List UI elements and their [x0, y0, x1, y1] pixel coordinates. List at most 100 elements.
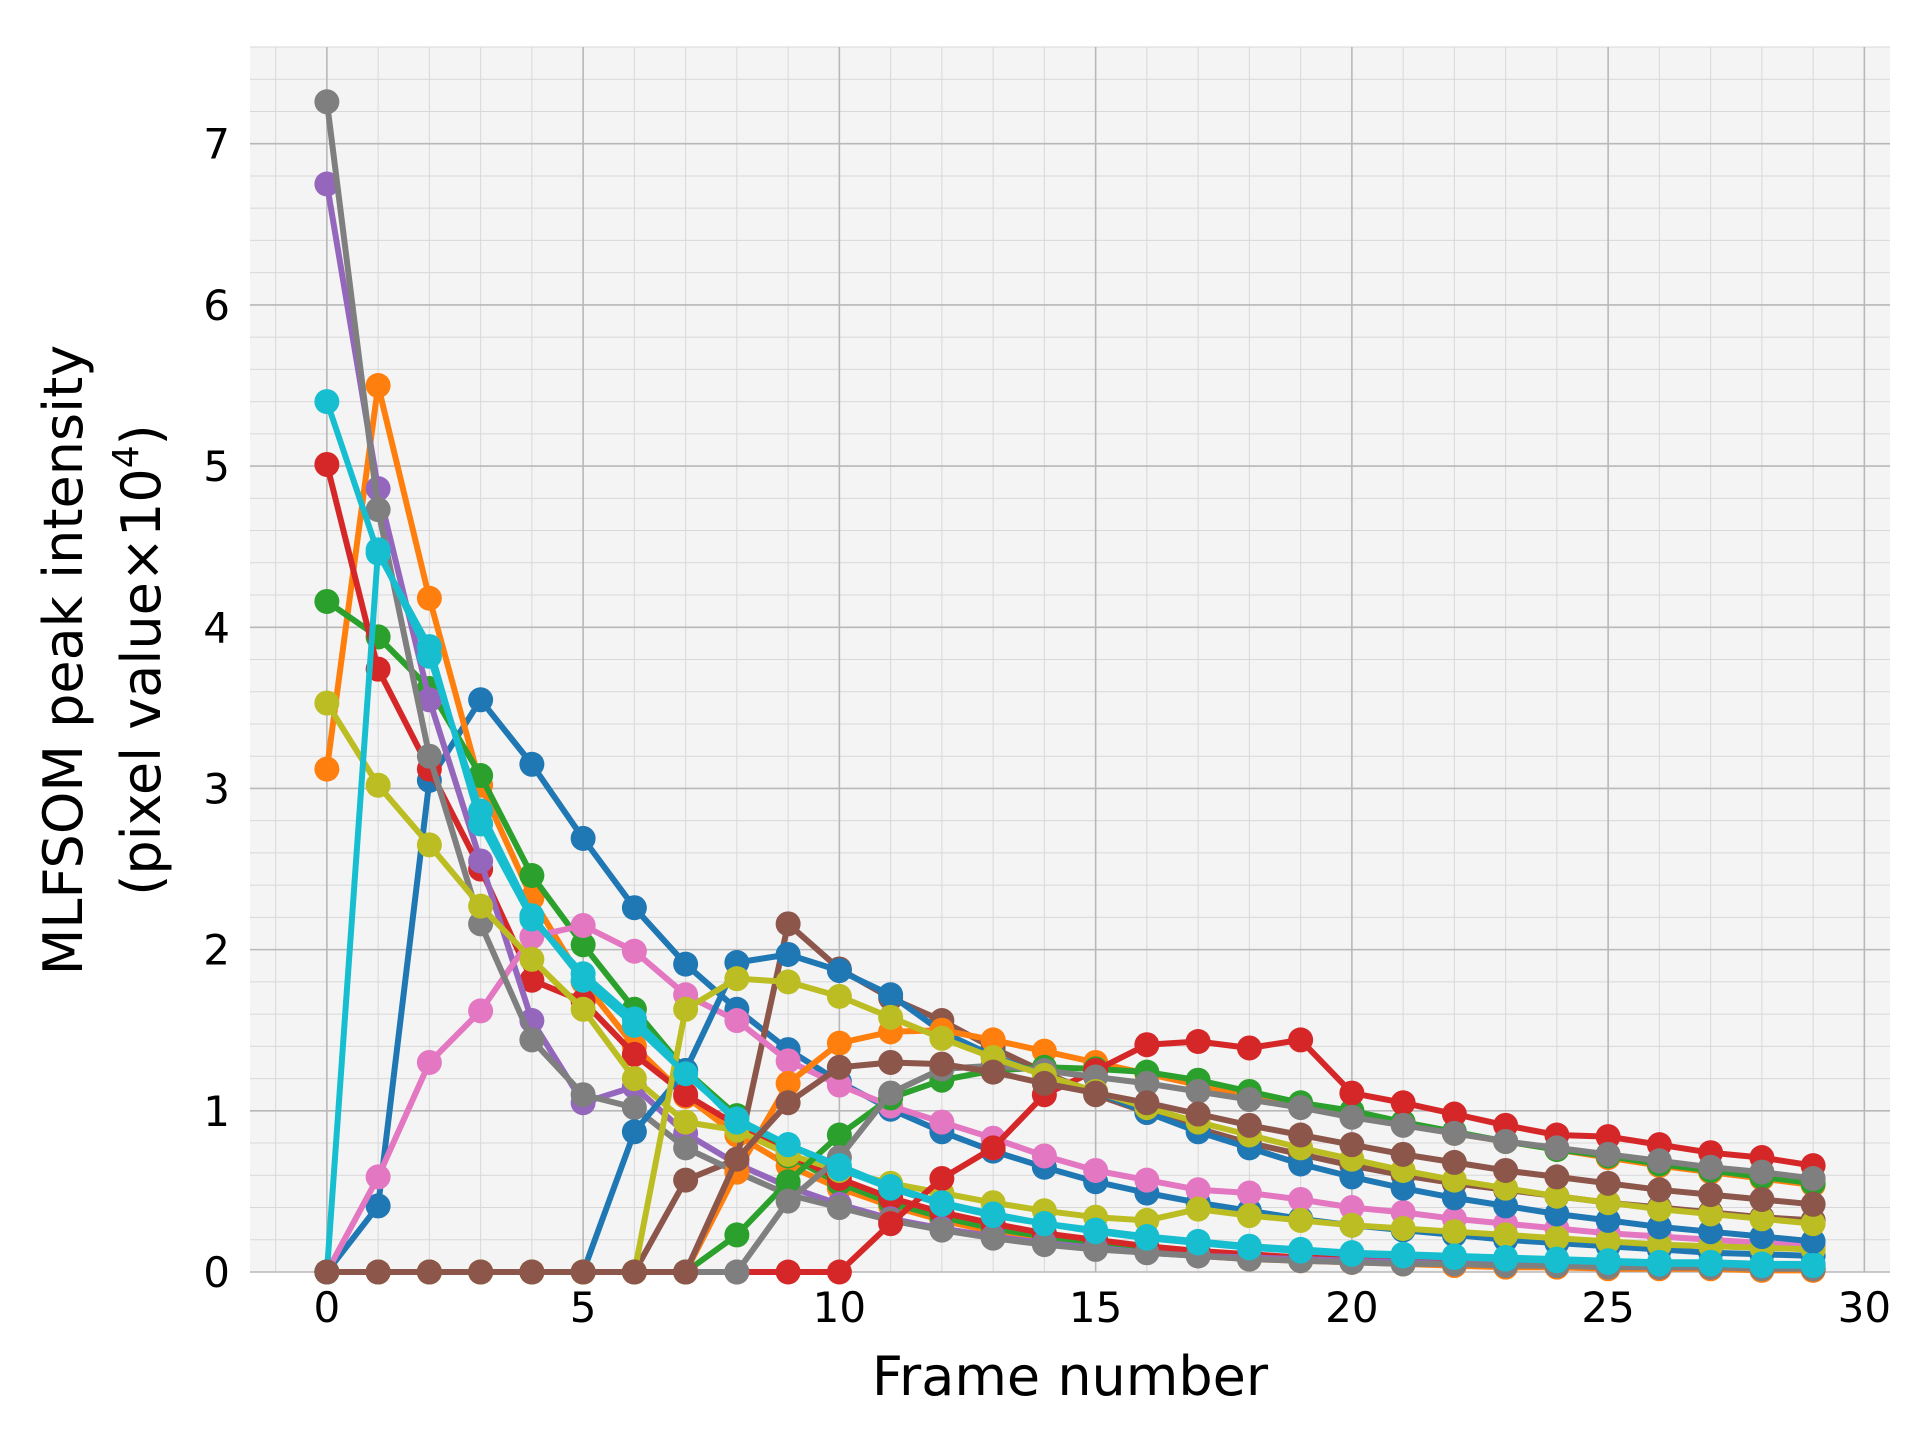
data-point [1083, 1080, 1109, 1106]
data-point [826, 1030, 852, 1056]
data-point [1493, 1175, 1519, 1201]
data-point [1544, 1225, 1570, 1251]
data-point [1441, 1101, 1467, 1127]
data-point [826, 1153, 852, 1179]
y-tick-label: 1 [203, 1087, 230, 1136]
data-point [826, 1259, 852, 1285]
data-point [929, 1109, 955, 1135]
data-point [775, 911, 801, 937]
data-point [775, 1132, 801, 1158]
data-point [1800, 1253, 1826, 1279]
data-point [980, 1201, 1006, 1227]
data-point [1544, 1248, 1570, 1274]
data-point [519, 967, 545, 993]
data-point [570, 1259, 596, 1285]
data-point [724, 1146, 750, 1172]
data-point [929, 1217, 955, 1243]
data-point [1441, 1167, 1467, 1193]
data-point [570, 932, 596, 958]
x-tick-label: 20 [1325, 1283, 1378, 1332]
data-point [1646, 1196, 1672, 1222]
data-point [724, 1106, 750, 1132]
data-point [673, 1082, 699, 1108]
data-point [1236, 1235, 1262, 1261]
data-point [1134, 1167, 1160, 1193]
data-point [826, 1054, 852, 1080]
data-point [673, 951, 699, 977]
data-point [1595, 1190, 1621, 1216]
data-point [1083, 1236, 1109, 1262]
data-point [314, 171, 340, 197]
data-point [775, 1090, 801, 1116]
data-point [1749, 1253, 1775, 1279]
data-point [1288, 1095, 1314, 1121]
data-point [1083, 1219, 1109, 1245]
data-point [1698, 1182, 1724, 1208]
data-point [1698, 1251, 1724, 1277]
x-tick-label: 5 [570, 1283, 597, 1332]
data-point [468, 848, 494, 874]
x-tick-label: 25 [1581, 1283, 1634, 1332]
y-tick-label: 2 [203, 926, 230, 975]
data-point [1800, 1228, 1826, 1254]
data-point [1288, 1122, 1314, 1148]
data-point [1390, 1175, 1416, 1201]
data-point [416, 743, 442, 769]
data-point [1749, 1159, 1775, 1185]
data-point [878, 982, 904, 1008]
data-point [673, 996, 699, 1022]
data-point [416, 687, 442, 713]
data-point [1236, 1180, 1262, 1206]
data-point [1134, 1070, 1160, 1096]
data-point [775, 1048, 801, 1074]
data-point [826, 1195, 852, 1221]
data-point [673, 1061, 699, 1087]
data-point [365, 1193, 391, 1219]
data-point [468, 1259, 494, 1285]
data-point [1441, 1120, 1467, 1146]
data-point [468, 687, 494, 713]
data-point [673, 1135, 699, 1161]
data-point [1031, 1211, 1057, 1237]
data-point [1441, 1149, 1467, 1175]
data-point [1595, 1207, 1621, 1233]
data-point [1595, 1141, 1621, 1167]
y-axis-label-suffix: ) [110, 424, 173, 445]
data-point [621, 1012, 647, 1038]
data-point [775, 1070, 801, 1096]
data-point [673, 1259, 699, 1285]
data-point [980, 1059, 1006, 1085]
data-point [519, 924, 545, 950]
data-point [1595, 1124, 1621, 1150]
data-point [1544, 1164, 1570, 1190]
y-tick-label: 6 [203, 281, 230, 330]
data-point [878, 1174, 904, 1200]
data-point [1031, 1232, 1057, 1258]
data-point [314, 451, 340, 477]
data-point [673, 1109, 699, 1135]
data-point [1390, 1141, 1416, 1167]
x-tick-label: 10 [813, 1283, 866, 1332]
data-point [519, 862, 545, 888]
data-point [1493, 1128, 1519, 1154]
data-point [570, 967, 596, 993]
data-point [1595, 1170, 1621, 1196]
data-point [1236, 1112, 1262, 1138]
data-point [1595, 1228, 1621, 1254]
data-point [929, 1166, 955, 1192]
data-point [1339, 1080, 1365, 1106]
data-point [314, 389, 340, 415]
data-point [314, 1259, 340, 1285]
y-axis-label-line2: (pixel value×104) [106, 424, 173, 895]
data-point [724, 1222, 750, 1248]
data-point [416, 832, 442, 858]
data-point [1441, 1185, 1467, 1211]
data-point [1646, 1177, 1672, 1203]
data-point [1493, 1246, 1519, 1272]
data-point [468, 893, 494, 919]
data-point [775, 969, 801, 995]
data-point [314, 588, 340, 614]
y-axis-label-exponent: 4 [106, 445, 147, 468]
